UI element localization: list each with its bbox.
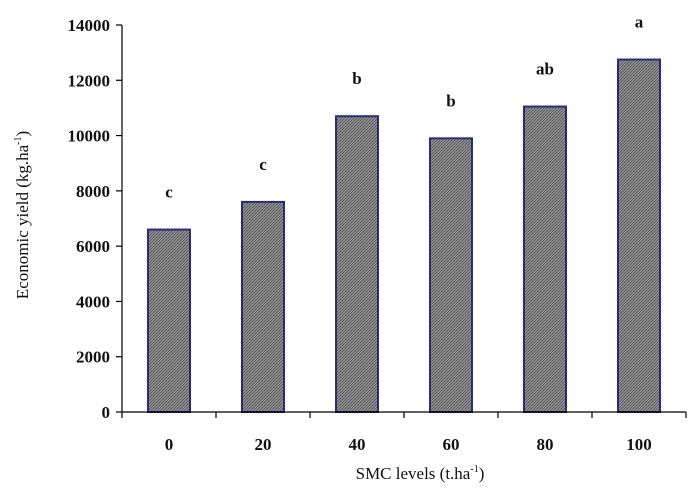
x-axis-ticks: 0 20 40 60 80 100: [121, 412, 687, 454]
x-tick-label: 80: [537, 435, 554, 454]
y-tick-label: 8000: [76, 182, 110, 201]
significance-letter: b: [446, 91, 455, 110]
y-tick-label: 4000: [76, 292, 110, 311]
x-tick-label: 100: [626, 435, 652, 454]
y-axis-title-end: ): [13, 131, 32, 137]
x-axis-title: SMC levels (t.ha-1): [356, 464, 485, 483]
y-tick-label: 2000: [76, 348, 110, 367]
y-tick-label: 12000: [68, 71, 111, 90]
bar-100: [617, 58, 661, 414]
significance-letter: a: [635, 13, 644, 32]
bar-0: [147, 228, 191, 413]
y-axis-title-main: Economic yield (kg.ha: [13, 144, 32, 299]
y-tick-label: 6000: [76, 237, 110, 256]
x-axis-title-sup: -1: [470, 464, 478, 475]
y-tick-label: 0: [102, 403, 111, 422]
significance-letter: b: [352, 69, 361, 88]
x-tick-label: 60: [443, 435, 460, 454]
x-axis-title-end: ): [479, 464, 485, 483]
bar-20: [241, 200, 285, 413]
significance-letter: c: [165, 183, 173, 202]
bars-group: [147, 58, 661, 414]
significance-letter: ab: [536, 60, 554, 79]
x-tick-label: 0: [165, 435, 174, 454]
bar-80: [523, 105, 567, 414]
x-tick-label: 40: [349, 435, 366, 454]
y-axis-title-sup: -1: [13, 136, 24, 144]
significance-letter: c: [259, 155, 267, 174]
y-tick-label: 10000: [68, 127, 111, 146]
y-tick-label: 14000: [68, 16, 111, 35]
x-axis-title-main: SMC levels (t.ha: [356, 464, 471, 483]
y-axis-ticks: 0 2000 4000 6000 8000 10000 12000 14000: [68, 16, 122, 422]
bar-60: [429, 137, 473, 413]
y-axis-title: Economic yield (kg.ha-1): [13, 131, 32, 299]
x-tick-label: 20: [255, 435, 272, 454]
bar-40: [335, 115, 379, 413]
significance-letters-group: c c b b ab a: [165, 13, 644, 202]
